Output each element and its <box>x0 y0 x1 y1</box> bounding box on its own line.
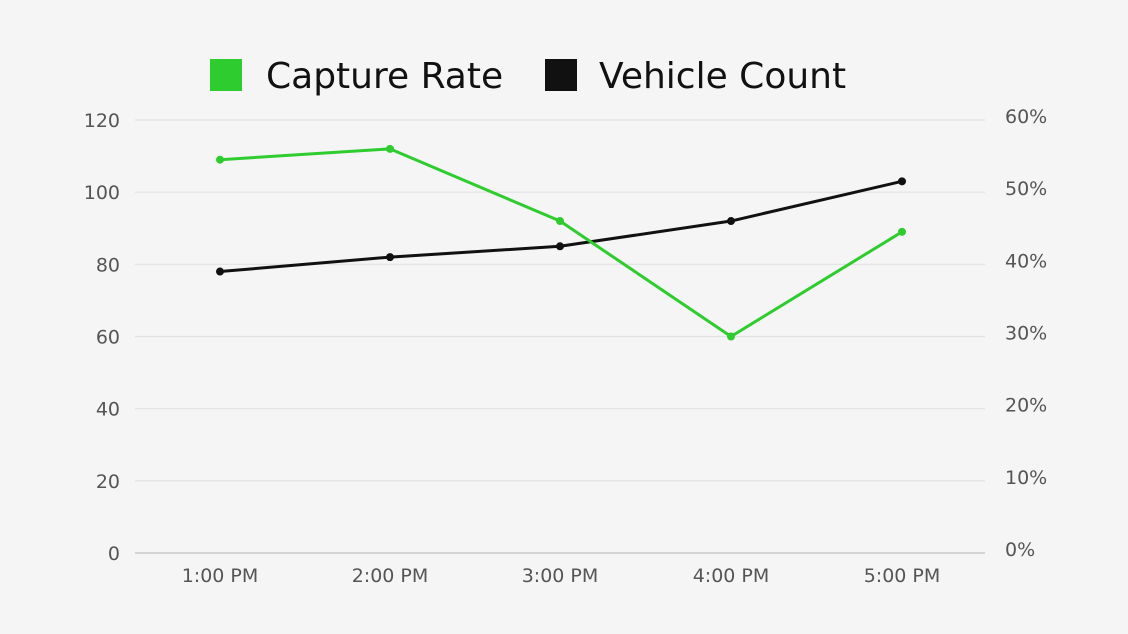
left-tick-label: 80 <box>96 254 120 276</box>
data-point-capture-rate <box>556 217 564 226</box>
series-capture-rate <box>216 144 906 341</box>
right-axis: 0% 10% 20% 30% 40% 50% 60% <box>1005 106 1047 561</box>
x-tick-label: 4:00 PM <box>693 565 770 587</box>
right-tick-label: 60% <box>1005 106 1047 128</box>
legend: Capture Rate Vehicle Count <box>210 56 846 97</box>
x-tick-label: 5:00 PM <box>864 565 941 587</box>
data-point-capture-rate <box>216 155 224 164</box>
data-point-capture-rate <box>386 144 394 153</box>
right-tick-label: 10% <box>1005 467 1047 489</box>
legend-label-capture-rate: Capture Rate <box>266 56 503 97</box>
data-point-capture-rate <box>898 227 906 236</box>
x-tick-label: 3:00 PM <box>522 565 599 587</box>
x-tick-label: 2:00 PM <box>352 565 429 587</box>
right-tick-label: 40% <box>1005 250 1047 272</box>
series-line-vehicle-count <box>218 179 904 274</box>
right-tick-label: 30% <box>1005 323 1047 345</box>
legend-swatch-capture-rate <box>210 59 242 91</box>
grid <box>135 119 985 554</box>
legend-swatch-vehicle-count <box>545 59 577 91</box>
data-point-vehicle-count <box>556 242 564 251</box>
left-tick-label: 0 <box>108 543 120 565</box>
legend-label-vehicle-count: Vehicle Count <box>599 56 846 97</box>
series-vehicle-count <box>216 177 906 276</box>
series-layer <box>216 144 906 341</box>
left-tick-label: 40 <box>96 399 120 421</box>
x-tick-label: 1:00 PM <box>182 565 259 587</box>
right-tick-label: 20% <box>1005 395 1047 417</box>
right-tick-label: 0% <box>1005 539 1035 561</box>
x-axis: 1:00 PM 2:00 PM 3:00 PM 4:00 PM 5:00 PM <box>182 565 941 587</box>
left-tick-label: 120 <box>84 110 120 132</box>
left-tick-label: 20 <box>96 471 120 493</box>
left-tick-label: 100 <box>84 182 120 204</box>
left-tick-label: 60 <box>96 327 120 349</box>
left-axis: 0 20 40 60 80 100 120 <box>84 110 120 565</box>
data-point-vehicle-count <box>386 253 394 262</box>
data-point-vehicle-count <box>727 217 735 226</box>
data-point-capture-rate <box>727 332 735 341</box>
data-point-vehicle-count <box>216 267 224 276</box>
right-tick-label: 50% <box>1005 178 1047 200</box>
data-point-vehicle-count <box>898 177 906 186</box>
